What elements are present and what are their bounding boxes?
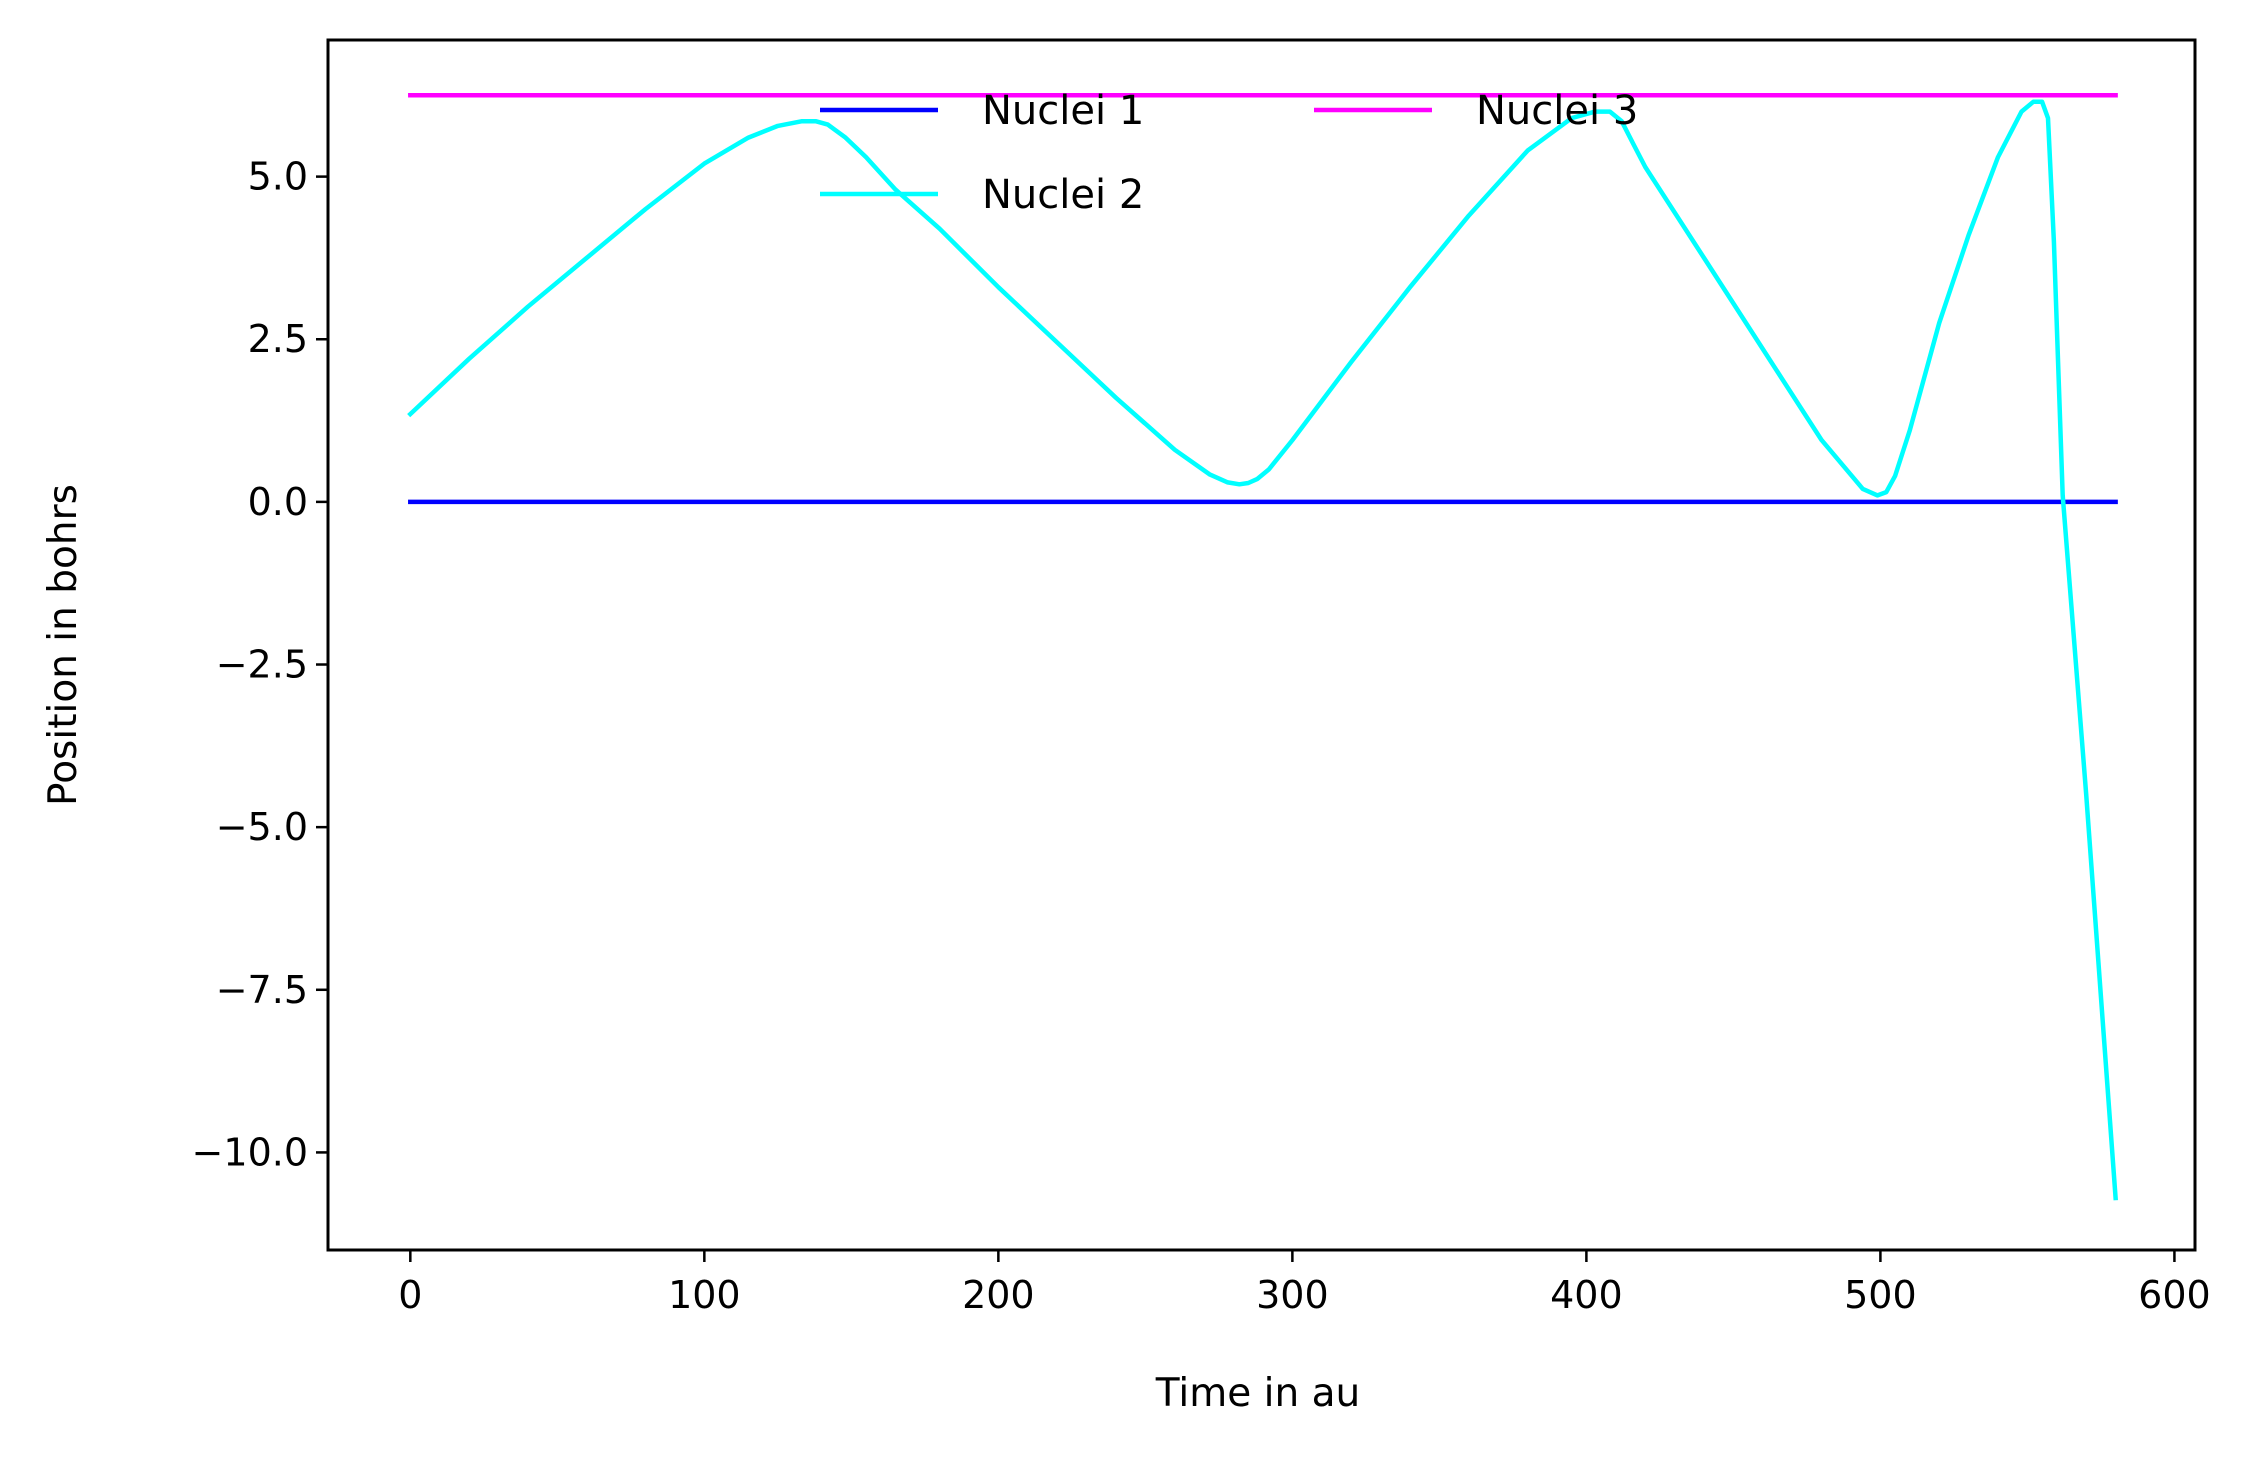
- legend-label-3: Nuclei 3: [1476, 88, 1638, 134]
- x-axis: 0 100 200 300 400 500 600: [398, 1250, 2211, 1317]
- series-layer: [407, 93, 2119, 1201]
- x-tick-label: 100: [668, 1273, 741, 1317]
- y-tick-label: 2.5: [248, 317, 308, 361]
- y-tick-label: −2.5: [216, 643, 308, 687]
- y-axis-label: Position in bohrs: [41, 484, 86, 806]
- y-tick-label: −7.5: [216, 968, 308, 1012]
- legend: Nuclei 1 Nuclei 2 Nuclei 3: [820, 88, 1638, 218]
- x-tick-label: 0: [398, 1273, 422, 1317]
- x-tick-label: 500: [1844, 1273, 1917, 1317]
- legend-label-1: Nuclei 1: [982, 88, 1144, 134]
- y-tick-label: 5.0: [248, 155, 308, 199]
- x-tick-label: 600: [2138, 1273, 2211, 1317]
- x-tick-label: 300: [1256, 1273, 1329, 1317]
- x-tick-label: 400: [1550, 1273, 1623, 1317]
- series-line-2: [407, 99, 2119, 1201]
- y-tick-label: 0.0: [248, 480, 308, 524]
- y-axis: −10.0 −7.5 −5.0 −2.5 0.0 2.5 5.0: [192, 155, 328, 1174]
- x-axis-label: Time in au: [1155, 1371, 1360, 1416]
- y-tick-label: −10.0: [192, 1130, 308, 1174]
- plot-frame: [326, 38, 2197, 1252]
- x-tick-label: 200: [962, 1273, 1035, 1317]
- y-tick-label: −5.0: [216, 805, 308, 849]
- legend-label-2: Nuclei 2: [982, 172, 1144, 218]
